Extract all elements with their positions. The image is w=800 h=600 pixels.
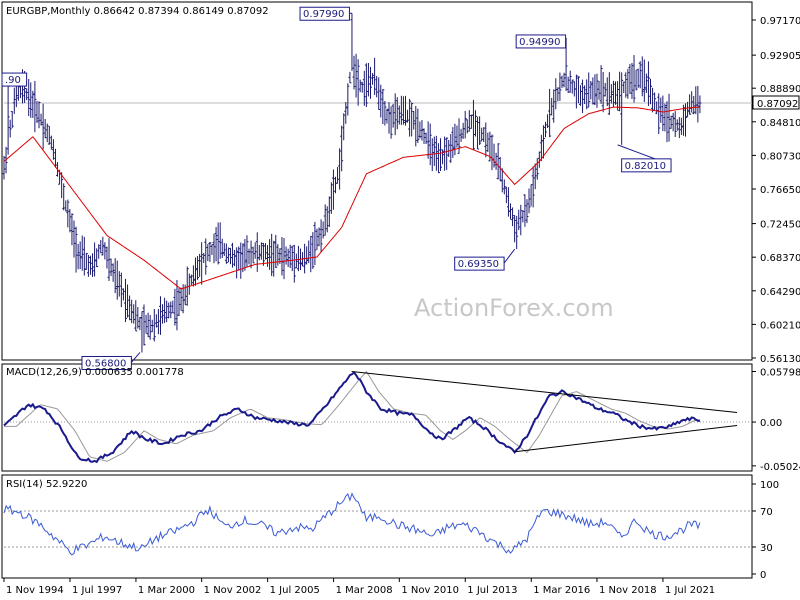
price-y-tick-label: 0.80730: [760, 151, 800, 162]
x-axis-tick-label: 1 Nov 2002: [204, 585, 262, 596]
price-y-tick-label: 0.97170: [760, 16, 800, 27]
rsi-y-tick-label: 30: [760, 543, 773, 554]
x-axis-tick-label: 1 Nov 1994: [6, 585, 64, 596]
rsi-layer: [3, 492, 752, 556]
callout-box: [621, 158, 672, 173]
x-axis-tick-label: 1 Jul 1997: [72, 585, 122, 596]
callout-connector: [130, 352, 141, 363]
macd-line: [3, 371, 701, 464]
watermark-text: ActionForex.com: [414, 294, 614, 322]
moving-average-line: [3, 106, 700, 290]
price-y-tick-label: 0.68370: [760, 253, 800, 264]
macd-y-tick-label: -0.050241: [760, 462, 800, 473]
callout-label: .90: [5, 75, 21, 86]
callout-label: 0.69350: [458, 259, 499, 270]
x-axis-tick-label: 1 Nov 2018: [599, 585, 657, 596]
price-panel-title: EURGBP,Monthly 0.86642 0.87394 0.86149 0…: [6, 6, 269, 17]
rsi-line: [3, 492, 701, 556]
callout-box: [515, 34, 567, 49]
x-axis-tick-label: 1 Nov 2010: [401, 585, 459, 596]
macd-layer: [3, 370, 752, 464]
rsi-y-tick-label: 100: [760, 480, 779, 491]
callout-box: [81, 355, 132, 370]
price-panel-frame: [1, 1, 753, 361]
callout-label: 0.82010: [625, 161, 666, 172]
x-axis-tick-label: 1 Mar 2016: [533, 585, 590, 596]
callout-label: 0.56800: [85, 358, 126, 369]
callout-box: [299, 6, 350, 21]
callout-label: 0.94990: [519, 37, 560, 48]
axes-layer: 0.97170 0.92905 0.88890 0.84810 0.80730 0.766…: [3, 16, 800, 596]
price-y-tick-label: 0.64290: [760, 287, 800, 298]
callout-box: [1, 72, 28, 87]
price-y-tick-label: 0.88890: [760, 84, 800, 95]
x-axis-tick-label: 1 Mar 2008: [336, 585, 393, 596]
price-y-tick-label: 0.56130: [760, 354, 800, 365]
price-y-tick-label: 0.76650: [760, 185, 800, 196]
macd-signal-line: [4, 370, 700, 462]
rsi-y-tick-label: 70: [760, 507, 773, 518]
macd-y-tick-label: 0.00: [760, 418, 782, 429]
current-price-label: 0.87092: [757, 99, 798, 110]
macd-trend-line: [514, 425, 738, 453]
callout-connector: [503, 248, 516, 264]
rsi-panel-title: RSI(14) 52.9220: [6, 479, 87, 490]
x-axis-tick-label: 1 Mar 2000: [138, 585, 195, 596]
price-y-tick-label: 0.84810: [760, 118, 800, 129]
callout-box: [454, 256, 505, 271]
moving-average-layer: [3, 106, 700, 290]
rsi-panel-frame: [1, 474, 753, 579]
x-axis-tick-label: 1 Jul 2021: [665, 585, 715, 596]
price-y-tick-label: 0.72450: [760, 220, 800, 231]
callouts-layer: 0.97990 0.94990 0.82010 0.69350 0.56800 .90: [1, 6, 672, 370]
rsi-y-tick-label: 0: [760, 570, 766, 581]
macd-panel-frame: [1, 363, 753, 472]
macd-trend-line: [351, 370, 738, 413]
macd-y-tick-label: 0.057984: [760, 368, 800, 379]
price-y-tick-label: 0.92905: [760, 51, 800, 62]
callout-label: 0.97990: [303, 9, 344, 20]
macd-panel-title: MACD(12,26,9) 0.000635 0.001778: [6, 367, 184, 378]
x-axis-tick-label: 1 Jul 2013: [467, 585, 517, 596]
current-price-box: [752, 95, 800, 110]
price-layer: [2, 13, 752, 353]
price-y-tick-label: 0.60210: [760, 320, 800, 331]
x-axis-tick-label: 1 Jul 2005: [270, 585, 320, 596]
